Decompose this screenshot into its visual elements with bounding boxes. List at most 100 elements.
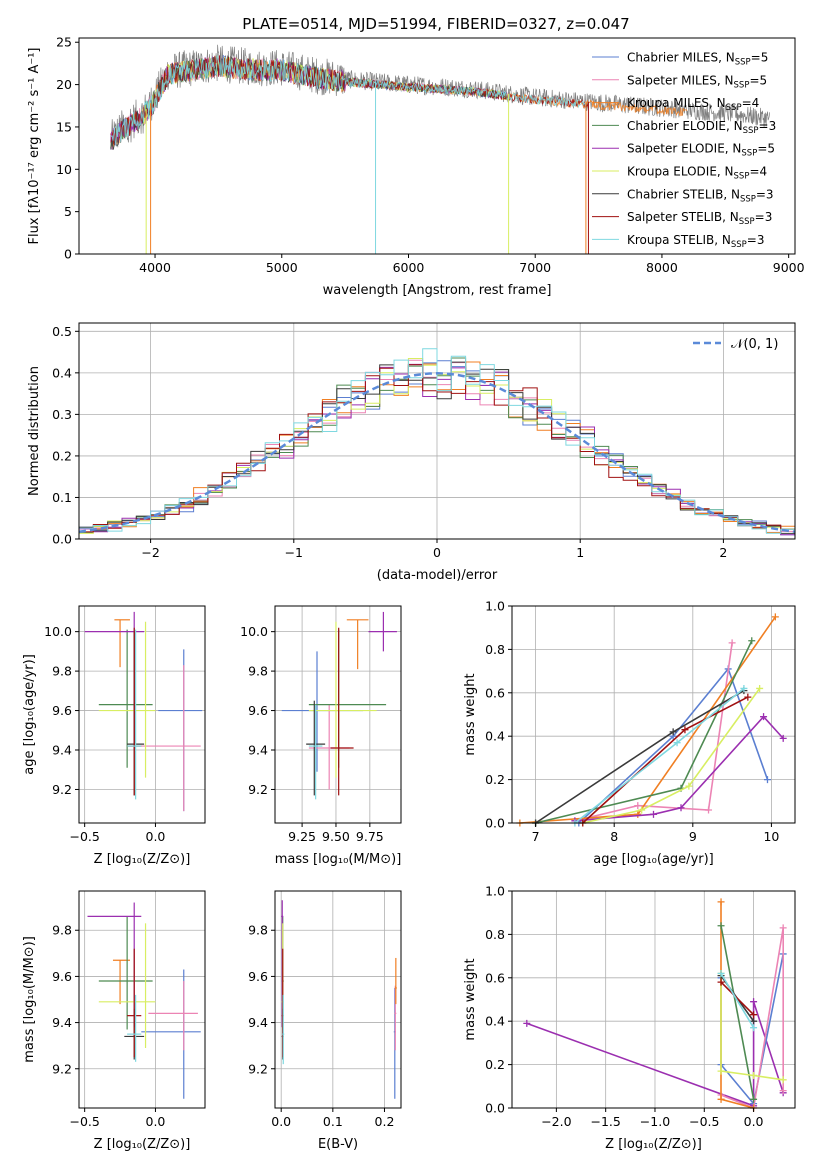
x-tick-label: 2 [719, 545, 727, 560]
legend-label: Salpeter ELODIE, NSSP=5 [627, 142, 775, 159]
mass-weight-marker [638, 806, 646, 814]
mass-weight-marker [717, 969, 725, 977]
mass-weight-marker [779, 734, 787, 742]
mass-weight-marker [748, 637, 756, 645]
y-tick-label: 0.4 [52, 365, 72, 380]
mass-weight-marker [728, 639, 736, 647]
mass-weight-marker [685, 782, 693, 790]
x-axis-label: Z [log₁₀(Z/Z⊙)] [605, 1137, 702, 1152]
mass-weight-marker [779, 1076, 787, 1084]
x-axis-label: age [log₁₀(age/yr)] [593, 852, 714, 867]
y-tick-label: 9.8 [52, 923, 72, 938]
mass-weight-marker [779, 924, 787, 932]
y-tick-label: 0.5 [52, 324, 72, 339]
mass-weight-marker [750, 998, 758, 1006]
mass-weight-marker [779, 1087, 787, 1095]
y-tick-label: 10.0 [44, 624, 72, 639]
mass-weight-marker [750, 1011, 758, 1019]
legend-label: Salpeter STELIB, NSSP=3 [627, 210, 772, 227]
y-tick-label: 9.8 [248, 923, 268, 938]
spectrum-title: PLATE=0514, MJD=51994, FIBERID=0327, z=0… [242, 15, 629, 33]
axes-frame [511, 890, 796, 1109]
mass-weight-line [578, 667, 769, 824]
y-tick-label: 9.8 [248, 664, 268, 679]
axes-frame [274, 605, 402, 824]
mass-weight-vs-metallicity-panel: −2.0 −1.5 −1.0 −0.5 0.0 0.0 0.2 0.4 0.6 0.8 1.0 Z [… [463, 884, 796, 1152]
y-tick-label: 15 [56, 119, 72, 134]
y-tick-label: 9.4 [248, 743, 268, 758]
x-tick-label: −2 [141, 545, 159, 560]
residual-legend: 𝒩(0, 1) [693, 337, 778, 352]
y-tick-label: 9.4 [248, 1015, 268, 1030]
legend-label: Salpeter MILES, NSSP=5 [627, 73, 767, 90]
x-tick-label: 7 [532, 829, 540, 844]
x-tick-label: 9.25 [288, 829, 316, 844]
y-tick-label: 0.1 [52, 490, 72, 505]
mass-weight-marker [740, 684, 748, 692]
legend-label: Chabrier STELIB, NSSP=3 [627, 187, 774, 204]
mass-weight-marker [673, 739, 681, 747]
mass-weight-line [526, 1001, 784, 1107]
x-tick-label: −1 [285, 545, 303, 560]
y-axis-label: mass [log₁₀(M/M⊙)] [22, 936, 37, 1063]
x-tick-label: −2.0 [541, 1114, 571, 1129]
x-tick-label: 5000 [266, 260, 298, 275]
y-tick-label: 0.6 [485, 685, 505, 700]
mass-weight-line [720, 973, 784, 1081]
mass-weight-line [574, 642, 733, 822]
y-tick-label: 0.8 [485, 642, 505, 657]
normal-legend-label: 𝒩(0, 1) [731, 337, 778, 352]
axes-frame [78, 605, 206, 824]
y-tick-label: 9.8 [52, 664, 72, 679]
y-tick-label: 10 [56, 162, 72, 177]
y-tick-label: 0.4 [485, 729, 505, 744]
mass-weight-marker [763, 776, 771, 784]
x-tick-label: 9000 [773, 260, 805, 275]
x-tick-label: −0.5 [69, 1114, 99, 1129]
x-axis-label: E(B-V) [318, 1137, 358, 1152]
y-tick-label: 0.2 [52, 448, 72, 463]
spectrum-legend: Chabrier MILES, NSSP=5 Salpeter MILES, NS… [592, 51, 776, 250]
mass-weight-marker [771, 613, 779, 621]
mass-weight-line [535, 689, 745, 824]
mass-weight-marker [669, 728, 677, 736]
x-tick-label: 9.50 [322, 829, 350, 844]
legend-label: Kroupa MILES, NSSP=4 [627, 96, 759, 113]
x-tick-label: 0.0 [146, 1114, 166, 1129]
y-tick-label: 25 [56, 35, 72, 50]
axes-frame [78, 890, 206, 1109]
y-tick-label: 9.6 [52, 703, 72, 718]
spectrum-panel: PLATE=0514, MJD=51994, FIBERID=0327, z=0… [27, 15, 805, 298]
mass-weight-marker [750, 1024, 758, 1032]
mass-weight-line [582, 696, 749, 824]
y-axis-label: age [log₁₀(age/yr)] [22, 654, 37, 775]
spectrum-xlabel: wavelength [Angstrom, rest frame] [323, 283, 552, 298]
mass-weight-marker [750, 1071, 758, 1079]
mass-weight-line [720, 973, 755, 1029]
y-tick-label: 10.0 [240, 624, 268, 639]
y-tick-label: 9.6 [52, 969, 72, 984]
x-tick-label: 8 [610, 829, 618, 844]
residual-ylabel: Normed distribution [27, 366, 42, 496]
y-axis-label: mass weight [463, 958, 478, 1040]
y-tick-label: 9.2 [248, 782, 268, 797]
y-tick-label: 0 [64, 247, 72, 262]
mass-weight-marker [717, 1067, 725, 1075]
mass-weight-marker [756, 684, 764, 692]
spectrum-ylabel: Flux [fλ10⁻¹⁷ erg cm⁻² s⁻¹ A⁻¹] [27, 48, 42, 245]
mass-weight-marker [717, 978, 725, 986]
mass-weight-line [720, 981, 755, 1016]
mass-weight-marker [744, 693, 752, 701]
x-tick-label: −0.5 [69, 829, 99, 844]
x-tick-label: 0.0 [744, 1114, 764, 1129]
mass-weight-marker [717, 898, 725, 906]
spectrum-frame [78, 37, 796, 255]
y-tick-label: 0.0 [485, 1101, 505, 1116]
y-tick-label: 9.6 [248, 969, 268, 984]
mass-weight-line [574, 715, 784, 822]
legend-label: Kroupa STELIB, NSSP=3 [627, 233, 765, 250]
model-spectrum-line [110, 55, 587, 147]
mass-weight-marker [677, 804, 685, 812]
x-tick-label: 8000 [646, 260, 678, 275]
